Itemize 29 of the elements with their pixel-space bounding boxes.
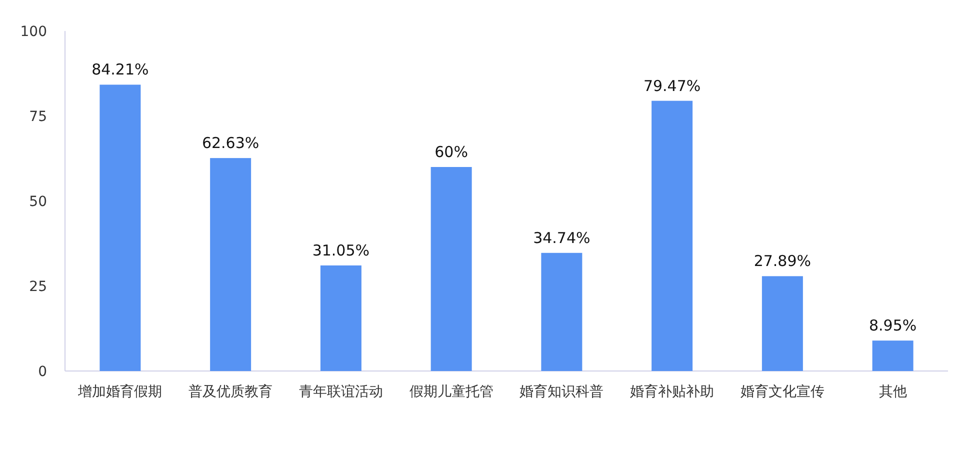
bar [762,276,803,371]
x-tick-label: 增加婚育假期 [77,383,162,400]
bar [430,167,472,371]
y-tick-label: 100 [20,24,47,40]
x-tick-label: 普及优质教育 [188,383,273,400]
y-tick-label: 50 [29,194,47,210]
bar [320,265,362,371]
data-label: 60% [434,143,468,161]
x-tick-label: 婚育文化宣传 [740,383,824,400]
bar [210,158,252,371]
y-tick-label: 25 [29,279,47,295]
y-tick-label: 0 [38,364,47,380]
x-tick-label: 假期儿童托管 [409,384,494,400]
bar [652,100,693,371]
bar [100,84,141,371]
data-label: 8.95% [868,316,917,335]
data-label: 31.05% [312,241,370,260]
x-tick-label: 其他 [878,384,907,400]
y-tick-label: 75 [29,109,47,125]
x-tick-label: 青年联谊活动 [298,384,383,400]
data-label: 84.21% [92,60,149,79]
bar [541,252,582,371]
data-label: 27.89% [754,252,812,270]
data-label: 62.63% [202,134,260,152]
x-tick-label: 婚育补贴补助 [630,383,714,400]
data-label: 79.47% [643,76,701,95]
data-label: 34.74% [533,228,590,247]
x-tick-label: 婚育知识科普 [520,383,604,400]
bar [872,340,914,371]
